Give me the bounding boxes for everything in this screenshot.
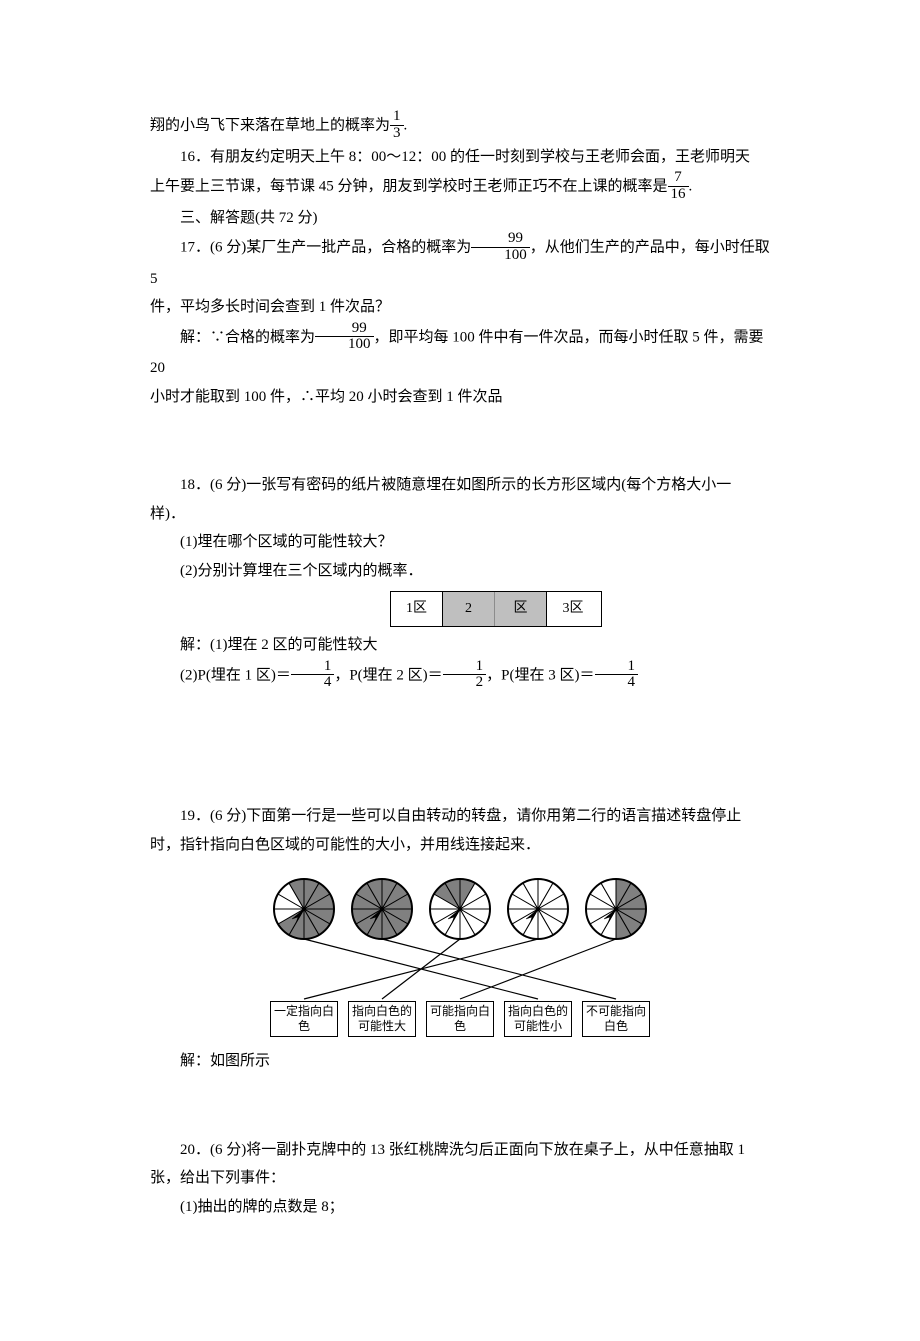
q19-label: 指向白色的可能性大: [348, 1001, 416, 1037]
q18-sub1: (1)埋在哪个区域的可能性较大？: [150, 528, 770, 557]
q19-labels-row: 一定指向白色指向白色的可能性大可能指向白色指向白色的可能性小不可能指向白色: [270, 1001, 650, 1037]
q18-cell-1: 1区: [391, 592, 443, 626]
fraction: 99100: [315, 321, 374, 354]
q17-sol-line1: 解：∵合格的概率为99100，即平均每 100 件中有一件次品，而每小时任取 5…: [150, 322, 770, 383]
q18-cell-2a: 2: [443, 592, 495, 626]
q18-line1: 18．(6 分)一张写有密码的纸片被随意埋在如图所示的长方形区域内(每个方格大小…: [150, 471, 770, 500]
fraction: 13: [390, 109, 404, 142]
fraction: 14: [595, 659, 639, 692]
q20-line1: 20．(6 分)将一副扑克牌中的 13 张红桃牌洗匀后正面向下放在桌子上，从中任…: [150, 1136, 770, 1165]
q18-figure-row: 1区 2 区 3区: [390, 591, 602, 627]
page: 翔的小鸟飞下来落在草地上的概率为13. 16．有朋友约定明天上午 8：00～12…: [0, 0, 920, 1341]
q17-line2: 件，平均多长时间会查到 1 件次品？: [150, 293, 770, 322]
q18-cell-2b: 区: [495, 592, 547, 626]
q18-cell-3: 3区: [547, 592, 599, 626]
q15-tail: 翔的小鸟飞下来落在草地上的概率为13.: [150, 110, 770, 143]
q19-line1: 19．(6 分)下面第一行是一些可以自由转动的转盘，请你用第二行的语言描述转盘停…: [150, 802, 770, 831]
q17-sol-line2: 小时才能取到 100 件，∴平均 20 小时会查到 1 件次品: [150, 383, 770, 412]
fraction: 12: [443, 659, 487, 692]
q20-sub1: (1)抽出的牌的点数是 8；: [150, 1193, 770, 1222]
q18-sol2: (2)P(埋在 1 区)＝14，P(埋在 2 区)＝12，P(埋在 3 区)＝1…: [150, 660, 770, 693]
q17-line1: 17．(6 分)某厂生产一批产品，合格的概率为99100，从他们生产的产品中，每…: [150, 232, 770, 293]
q18-line2: 样)．: [150, 500, 770, 529]
q18-sub2: (2)分别计算埋在三个区域内的概率．: [150, 557, 770, 586]
q19-match-lines: [270, 937, 650, 1001]
spinner-icon: [428, 877, 492, 941]
spinner-icon: [272, 877, 336, 941]
fraction: 716: [668, 170, 689, 203]
q18-sol1: 解：(1)埋在 2 区的可能性较大: [150, 631, 770, 660]
section-3-title: 三、解答题(共 72 分): [150, 204, 770, 233]
fraction: 14: [291, 659, 335, 692]
q19-line2: 时，指针指向白色区域的可能性的大小，并用线连接起来．: [150, 831, 770, 860]
q16-line2: 上午要上三节课，每节课 45 分钟，朋友到学校时王老师正巧不在上课的概率是716…: [150, 171, 770, 204]
q19-label: 一定指向白色: [270, 1001, 338, 1037]
spinner-icon: [350, 877, 414, 941]
q19-label: 不可能指向白色: [582, 1001, 650, 1037]
q20-line2: 张，给出下列事件：: [150, 1164, 770, 1193]
q15-tail-text: 翔的小鸟飞下来落在草地上的概率为: [150, 118, 390, 134]
q16-line1: 16．有朋友约定明天上午 8：00～12：00 的任一时刻到学校与王老师会面，王…: [150, 143, 770, 172]
spinner-icon: [584, 877, 648, 941]
q19-figure: 一定指向白色指向白色的可能性大可能指向白色指向白色的可能性小不可能指向白色: [270, 877, 650, 1037]
q19-label: 指向白色的可能性小: [504, 1001, 572, 1037]
spinner-icon: [506, 877, 570, 941]
q18-figure: 1区 2 区 3区: [390, 591, 602, 627]
q19-sol: 解：如图所示: [150, 1047, 770, 1076]
q19-label: 可能指向白色: [426, 1001, 494, 1037]
q19-spinners-row: [270, 877, 650, 941]
fraction: 99100: [471, 231, 530, 264]
